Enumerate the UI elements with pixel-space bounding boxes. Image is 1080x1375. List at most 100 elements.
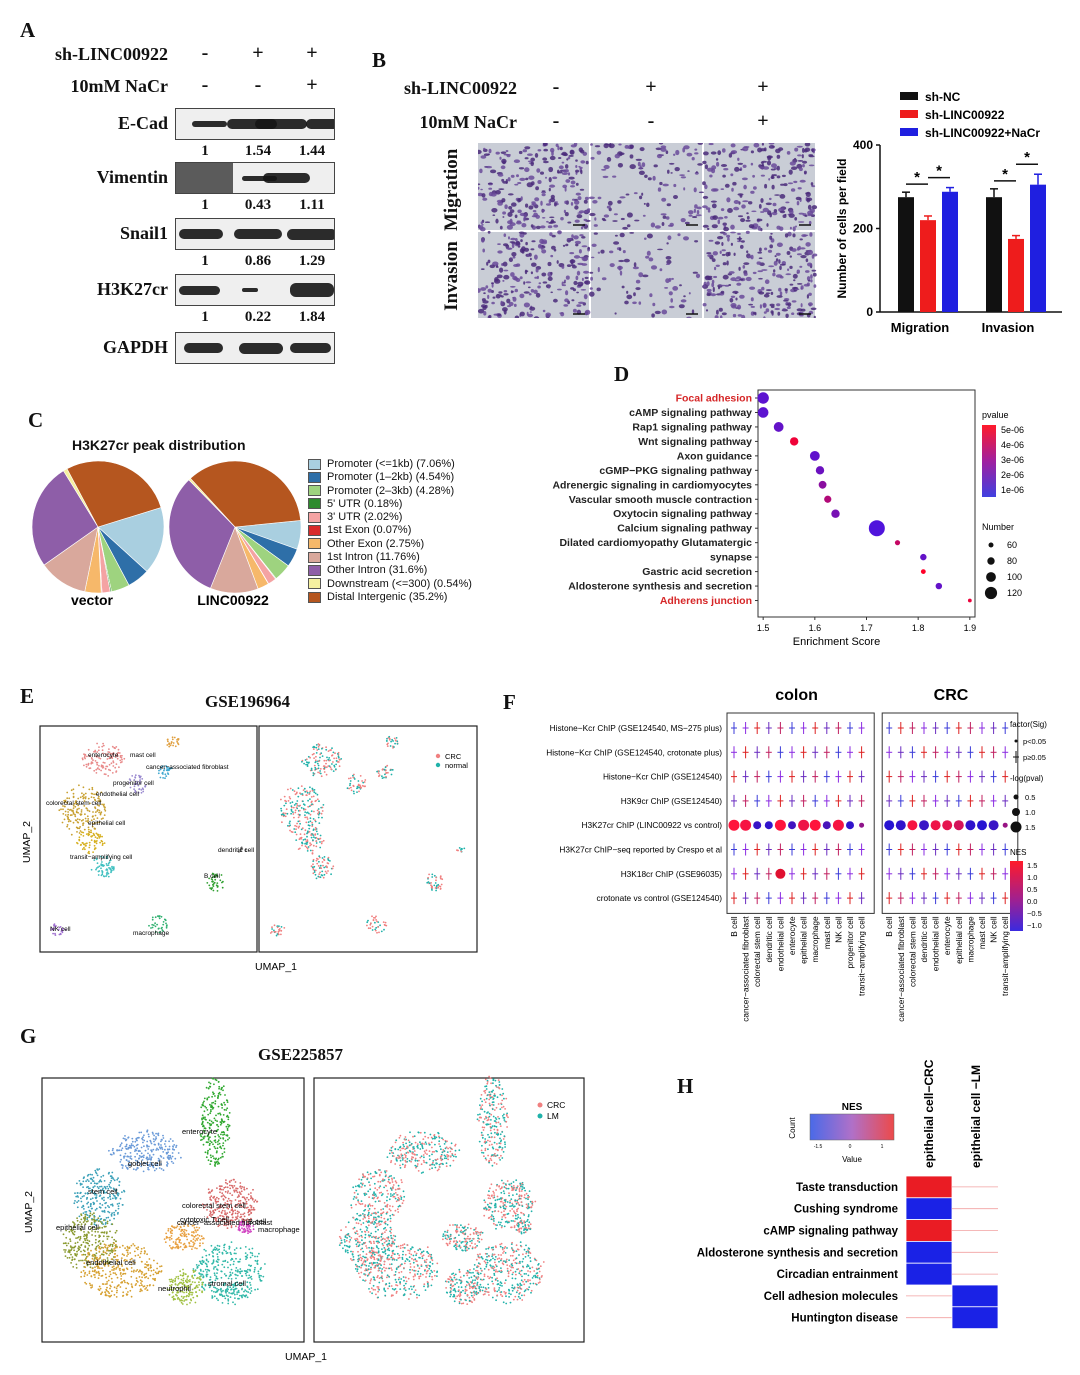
umap-point [289, 797, 292, 800]
umap-point [110, 1179, 113, 1182]
umap-point [154, 1164, 157, 1166]
cell-dot [666, 203, 671, 207]
column-label: cancer−associated fibroblast [741, 916, 751, 1022]
umap-point [251, 1254, 254, 1257]
umap-point [156, 1262, 159, 1265]
umap-point [388, 738, 391, 741]
cell-dot [561, 161, 565, 164]
umap-point [101, 842, 104, 845]
cell-dot [706, 293, 712, 297]
umap-point [79, 830, 82, 832]
pie-legend-item: Other Intron (31.6%) [308, 564, 472, 577]
umap-point [157, 1143, 160, 1146]
cell-dot [573, 255, 581, 259]
cell-dot [593, 232, 598, 235]
umap-point [323, 759, 326, 762]
cell-dot [575, 169, 580, 173]
umap-point [223, 1151, 226, 1153]
umap-point [66, 825, 68, 828]
cell-dot [646, 250, 651, 256]
umap-point [87, 1180, 90, 1182]
cell-dot [660, 145, 667, 149]
cell-dot [597, 251, 601, 254]
umap-point [100, 818, 103, 820]
umap-point [250, 1217, 252, 1220]
umap-point [84, 1273, 86, 1275]
cell-dot [515, 240, 521, 246]
umap-point [168, 1140, 171, 1143]
umap-point [167, 740, 169, 743]
umap-point [84, 1253, 87, 1256]
umap-point [168, 745, 171, 748]
umap-point [226, 1290, 229, 1293]
cell-dot [665, 263, 670, 265]
umap-point [161, 1139, 163, 1141]
umap-point [313, 791, 316, 794]
umap-point [133, 1250, 136, 1253]
umap-point [94, 1193, 96, 1196]
umap-point [232, 1210, 235, 1213]
cell-dot [736, 304, 742, 310]
legend-title: -log(pval) [1010, 774, 1044, 783]
cell-dot [488, 182, 493, 185]
umap-point [61, 931, 64, 934]
umap-point [310, 836, 313, 839]
umap-point [201, 1203, 204, 1206]
cell-dot [488, 187, 493, 190]
umap-point [314, 792, 317, 795]
cell-dot [769, 197, 772, 201]
blot-band [226, 119, 278, 129]
cell-dot [797, 187, 802, 190]
umap-point [101, 870, 104, 873]
umap-point [130, 1263, 133, 1266]
cell-dot [710, 293, 717, 297]
umap-point [246, 1196, 248, 1199]
column-label: endothelial cell [775, 916, 785, 971]
umap-point [142, 1136, 144, 1139]
umap-point [91, 1197, 94, 1200]
umap-point [271, 928, 273, 930]
umap-point [149, 1161, 152, 1164]
cell-dot [703, 151, 709, 156]
cell-dot [698, 191, 704, 194]
umap-point [229, 1187, 232, 1190]
cell-dot [481, 224, 484, 226]
umap-point [291, 831, 294, 833]
umap-point [111, 755, 113, 757]
umap-point [69, 1238, 71, 1241]
cell-dot [535, 292, 541, 298]
umap-point [244, 850, 247, 852]
umap-point [232, 1186, 234, 1189]
umap-point [87, 762, 90, 765]
cell-dot [789, 226, 792, 230]
umap-point [120, 1164, 123, 1166]
umap-point [112, 1269, 115, 1271]
cell-dot [750, 254, 754, 260]
pie-legend-item: 5' UTR (0.18%) [308, 498, 472, 511]
umap-point [238, 851, 240, 853]
umap-point [152, 1166, 155, 1169]
umap-point [234, 1181, 237, 1183]
column-label: cancer−associated fibroblast [896, 916, 906, 1022]
cell-dot [655, 147, 662, 151]
umap-point [304, 814, 306, 816]
umap-point [84, 1245, 87, 1247]
cell-dot [551, 234, 556, 238]
cell-dot [796, 247, 800, 251]
umap-point [371, 925, 374, 928]
umap-point [243, 1207, 246, 1209]
umap-point [156, 1147, 158, 1150]
umap-point [214, 878, 217, 881]
umap-point [332, 770, 335, 772]
umap-point [88, 755, 91, 757]
blot-band [179, 229, 224, 239]
panel-g-title: GSE225857 [258, 1045, 344, 1064]
umap-point [96, 1262, 98, 1265]
umap-point [318, 760, 320, 762]
umap-point [227, 1220, 230, 1223]
cell-dot [480, 268, 485, 270]
umap-point [209, 1140, 212, 1142]
umap-point [68, 1230, 71, 1233]
nes-dot [798, 819, 810, 831]
umap-point [221, 1209, 224, 1212]
